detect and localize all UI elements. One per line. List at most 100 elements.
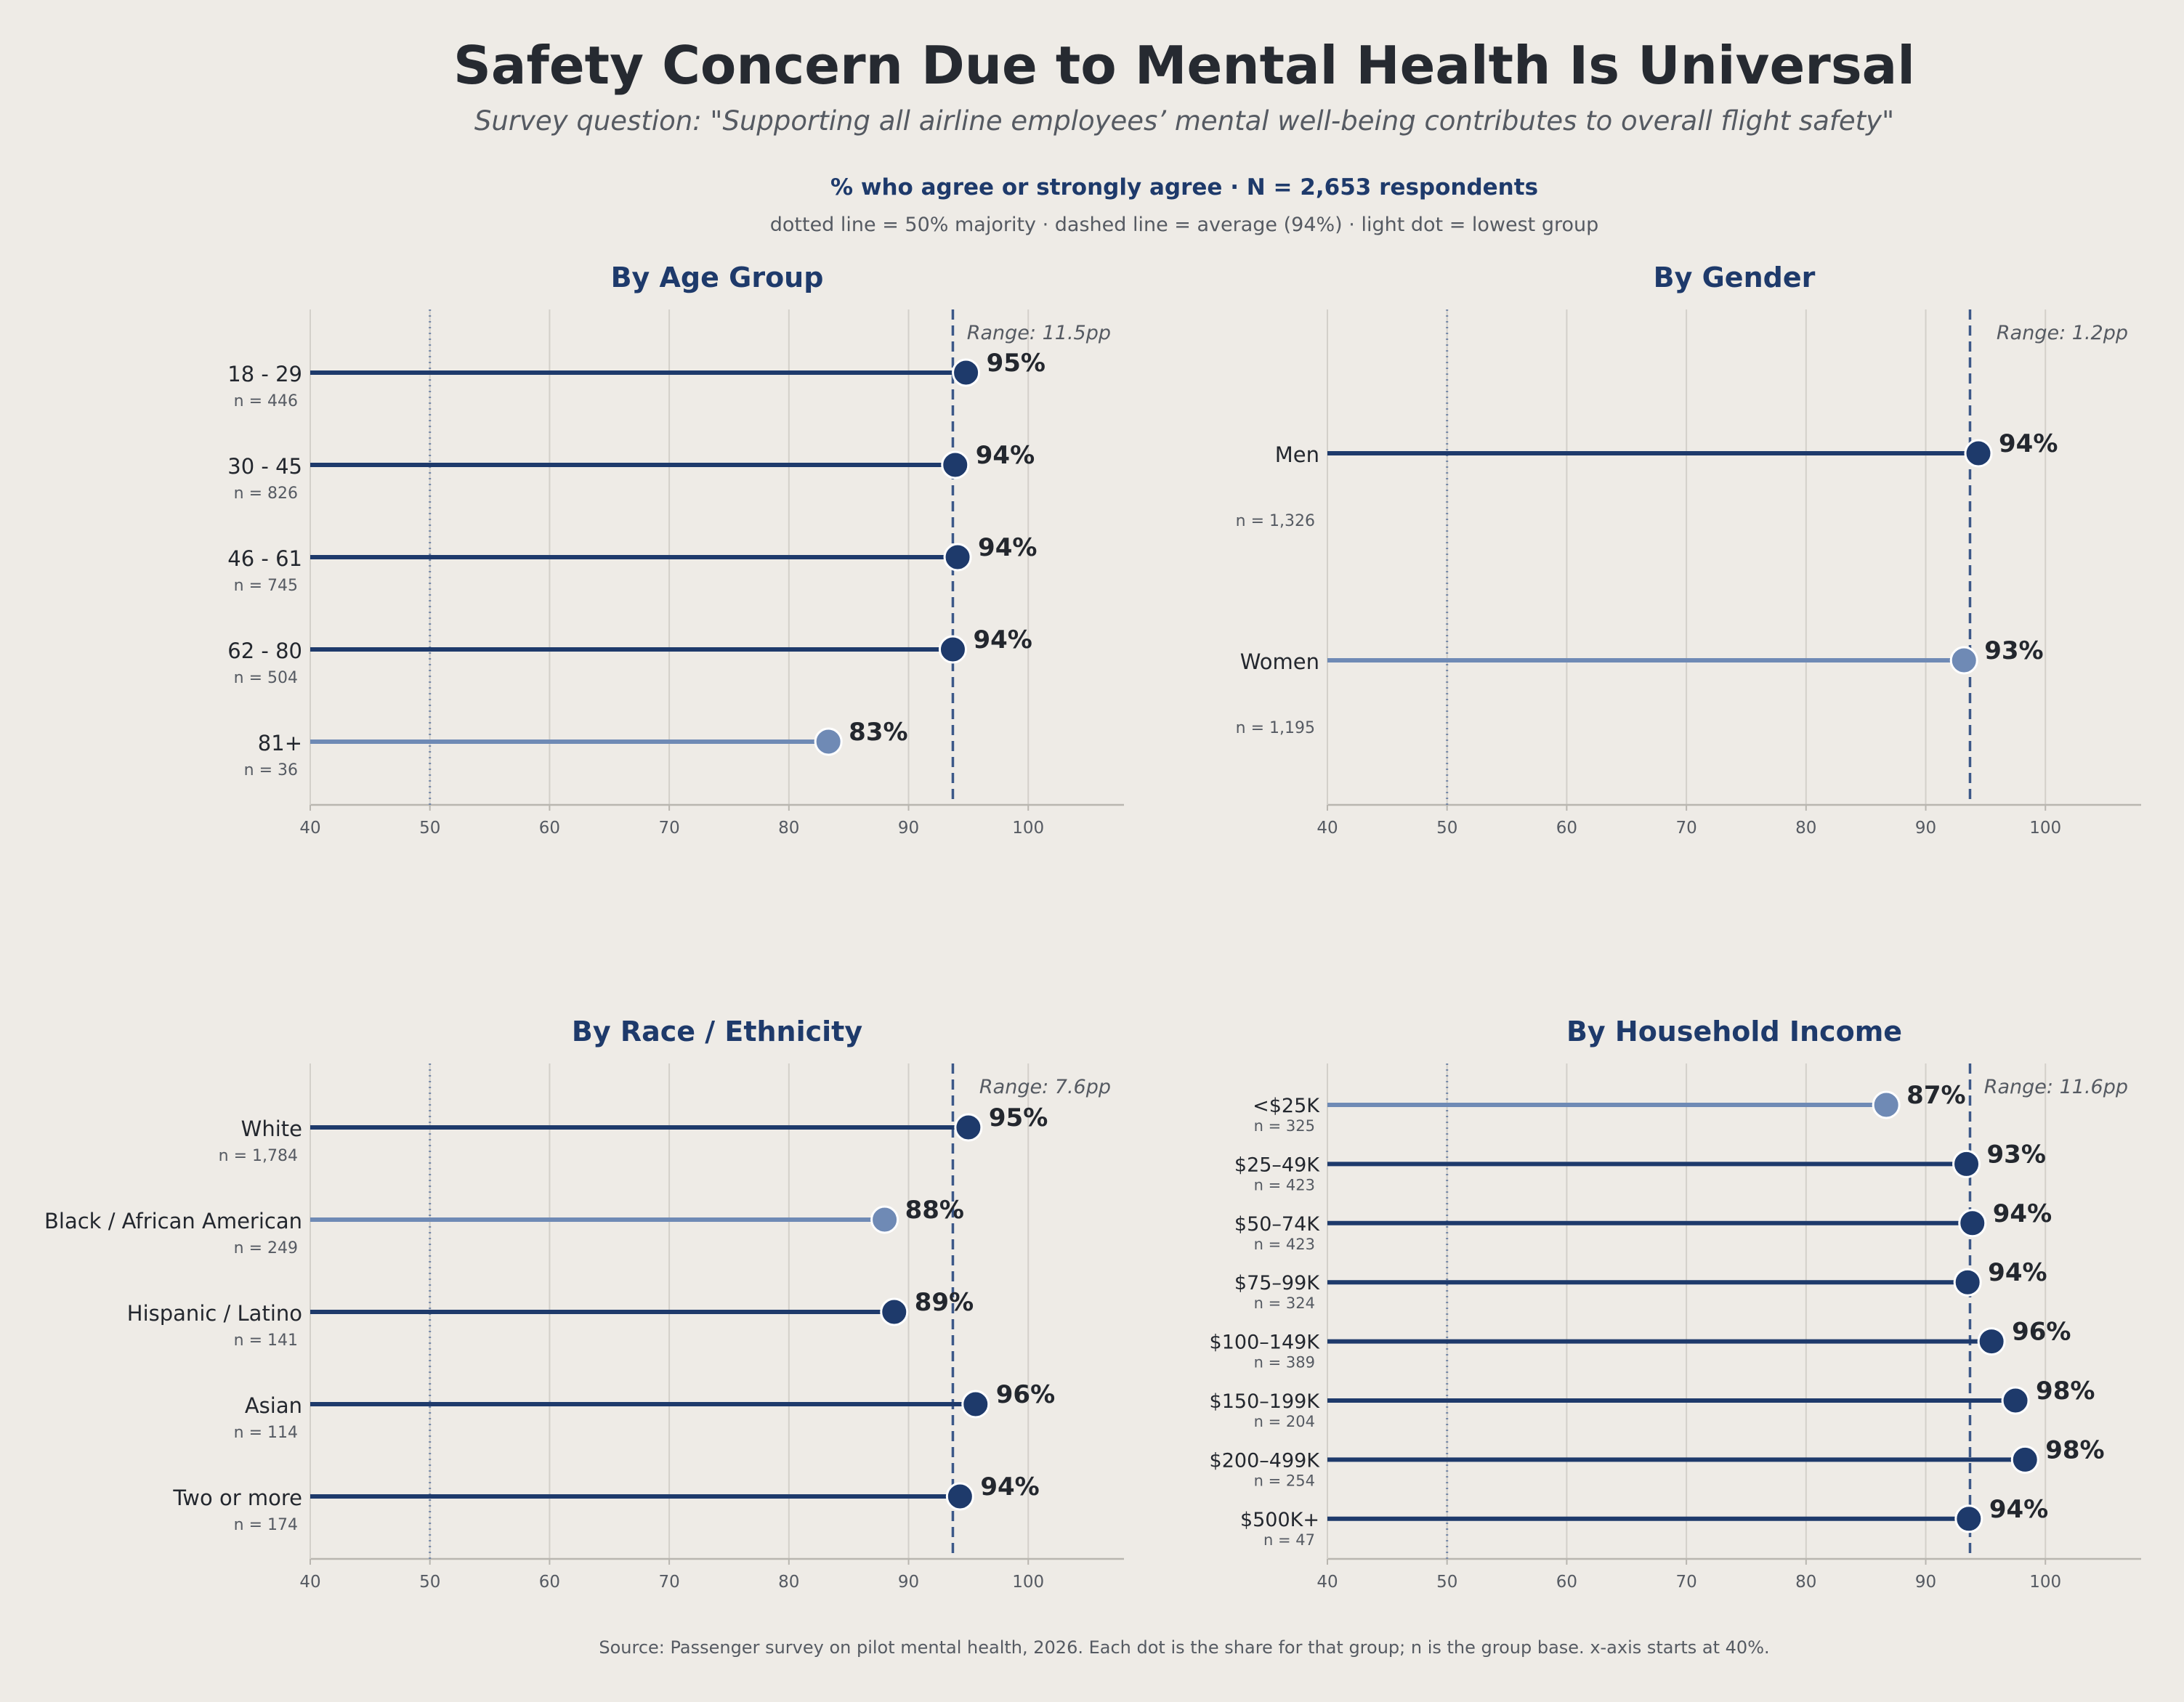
race-ethnicity-chart: By Race / Ethnicity 40 50 60 70 80 90 100 Range:… bbox=[44, 1016, 1124, 1592]
data-dot bbox=[945, 1482, 974, 1511]
category-label: Men bbox=[1275, 442, 1319, 467]
value-label: 96% bbox=[996, 1380, 1055, 1409]
group-n-label: n = 47 bbox=[1263, 1531, 1315, 1549]
lowest-group-dot bbox=[1949, 646, 1978, 675]
x-tick-label: 90 bbox=[898, 1573, 919, 1592]
chart-subtitle: Survey question: "Supporting all airline… bbox=[474, 105, 1895, 137]
value-label: 87% bbox=[1906, 1081, 1965, 1110]
x-tick-label: 60 bbox=[1556, 819, 1577, 838]
value-label: 93% bbox=[1984, 636, 2043, 665]
data-dot bbox=[1953, 1268, 1982, 1297]
x-tick-label: 50 bbox=[1436, 1573, 1457, 1592]
panel-title: By Household Income bbox=[1566, 1016, 1902, 1047]
group-n-label: n = 254 bbox=[1254, 1472, 1315, 1489]
group-n-label: n = 423 bbox=[1254, 1236, 1315, 1253]
data-dot bbox=[880, 1297, 909, 1326]
x-tick-label: 80 bbox=[1795, 1573, 1816, 1592]
x-tick-label: 40 bbox=[1317, 819, 1338, 838]
value-label: 83% bbox=[849, 718, 907, 747]
x-tick-label: 40 bbox=[1317, 1573, 1338, 1592]
category-label: 46 - 61 bbox=[227, 546, 302, 571]
lowest-group-dot bbox=[870, 1205, 899, 1234]
x-tick-label: 70 bbox=[658, 1573, 679, 1592]
category-label: Black / African American bbox=[44, 1209, 302, 1233]
x-tick-label: 70 bbox=[1675, 819, 1696, 838]
category-label: 30 - 45 bbox=[227, 454, 302, 479]
x-tick-label: 100 bbox=[1012, 819, 1044, 838]
range-label: Range: 11.6pp bbox=[1984, 1076, 2128, 1098]
range-label: Range: 11.5pp bbox=[967, 322, 1111, 344]
value-label: 94% bbox=[1999, 429, 2058, 458]
data-dot bbox=[2010, 1445, 2039, 1474]
range-label: Range: 7.6pp bbox=[979, 1076, 1111, 1098]
x-tick-label: 90 bbox=[898, 819, 919, 838]
x-tick-label: 100 bbox=[2029, 819, 2061, 838]
lowest-group-dot bbox=[814, 727, 843, 756]
group-n-label: n = 504 bbox=[234, 669, 298, 687]
lowest-group-dot bbox=[1872, 1090, 1901, 1119]
category-label: $100–149K bbox=[1210, 1332, 1321, 1354]
group-n-label: n = 249 bbox=[234, 1239, 298, 1257]
value-label: 98% bbox=[2045, 1435, 2104, 1464]
value-label: 94% bbox=[1989, 1495, 2048, 1524]
value-label: 95% bbox=[989, 1103, 1048, 1132]
x-tick-label: 40 bbox=[299, 1573, 320, 1592]
value-label: 94% bbox=[980, 1472, 1039, 1502]
panel-title: By Gender bbox=[1654, 262, 1816, 293]
group-n-label: n = 1,326 bbox=[1236, 512, 1315, 530]
x-tick-label: 70 bbox=[658, 819, 679, 838]
x-tick-label: 70 bbox=[1675, 1573, 1696, 1592]
x-tick-label: 40 bbox=[299, 819, 320, 838]
data-dot bbox=[943, 543, 972, 572]
age-group-chart: By Age Group 40 50 60 70 80 90 100 Range: 11.5pp… bbox=[227, 262, 1124, 838]
data-dot bbox=[1952, 1149, 1981, 1178]
group-n-label: n = 423 bbox=[1254, 1176, 1315, 1194]
group-n-label: n = 324 bbox=[1254, 1294, 1315, 1312]
category-label: Asian bbox=[245, 1393, 302, 1418]
panel-gender: By Gender 40 50 60 70 80 90 100 Range: 1.2pp 94% M… bbox=[1090, 254, 2184, 843]
category-label: White bbox=[241, 1117, 302, 1141]
value-label: 88% bbox=[905, 1196, 964, 1225]
category-label: $500K+ bbox=[1240, 1509, 1319, 1531]
data-dot bbox=[1954, 1504, 1983, 1533]
category-label: 18 - 29 bbox=[227, 362, 302, 386]
panel-title: By Age Group bbox=[611, 262, 824, 293]
value-label: 94% bbox=[978, 533, 1037, 562]
x-tick-label: 90 bbox=[1915, 819, 1936, 838]
x-tick-label: 80 bbox=[778, 1573, 799, 1592]
group-n-label: n = 446 bbox=[234, 392, 298, 410]
category-label: 81+ bbox=[258, 731, 302, 755]
panel-race-ethnicity: By Race / Ethnicity 40 50 60 70 80 90 100 Range:… bbox=[0, 1008, 1133, 1597]
range-label: Range: 1.2pp bbox=[1997, 322, 2128, 344]
group-n-label: n = 204 bbox=[1254, 1413, 1315, 1430]
value-label: 94% bbox=[973, 625, 1032, 655]
category-label: Hispanic / Latino bbox=[127, 1301, 302, 1326]
x-tick-label: 80 bbox=[1795, 819, 1816, 838]
group-n-label: n = 141 bbox=[234, 1332, 298, 1350]
value-label: 94% bbox=[1993, 1199, 2052, 1228]
group-n-label: n = 826 bbox=[234, 485, 298, 503]
group-n-label: n = 389 bbox=[1254, 1354, 1315, 1371]
metric-description: % who agree or strongly agree · N = 2,65… bbox=[830, 174, 1539, 200]
data-dot bbox=[2001, 1386, 2030, 1415]
x-tick-label: 80 bbox=[778, 819, 799, 838]
value-label: 93% bbox=[1987, 1140, 2046, 1169]
data-dot bbox=[1958, 1209, 1987, 1238]
group-n-label: n = 114 bbox=[234, 1424, 298, 1442]
chart-title: Safety Concern Due to Mental Health Is U… bbox=[453, 35, 1915, 96]
group-n-label: n = 174 bbox=[234, 1516, 298, 1534]
x-tick-label: 60 bbox=[1556, 1573, 1577, 1592]
group-n-label: n = 36 bbox=[244, 761, 298, 779]
data-dot bbox=[952, 358, 981, 387]
data-dot bbox=[938, 635, 967, 664]
category-label: $50–74K bbox=[1234, 1213, 1320, 1236]
category-label: Two or more bbox=[172, 1486, 302, 1510]
panel-age-group: By Age Group 40 50 60 70 80 90 100 Range: 11.5pp… bbox=[0, 254, 1133, 843]
x-tick-label: 60 bbox=[539, 819, 560, 838]
value-label: 94% bbox=[976, 441, 1035, 470]
data-dot bbox=[1964, 439, 1993, 468]
data-dot bbox=[941, 450, 970, 479]
x-tick-label: 50 bbox=[1436, 819, 1457, 838]
category-label: $150–199K bbox=[1210, 1390, 1321, 1413]
panel-household-income: By Household Income 40 50 60 70 80 90 100 Range:… bbox=[1090, 1008, 2184, 1597]
